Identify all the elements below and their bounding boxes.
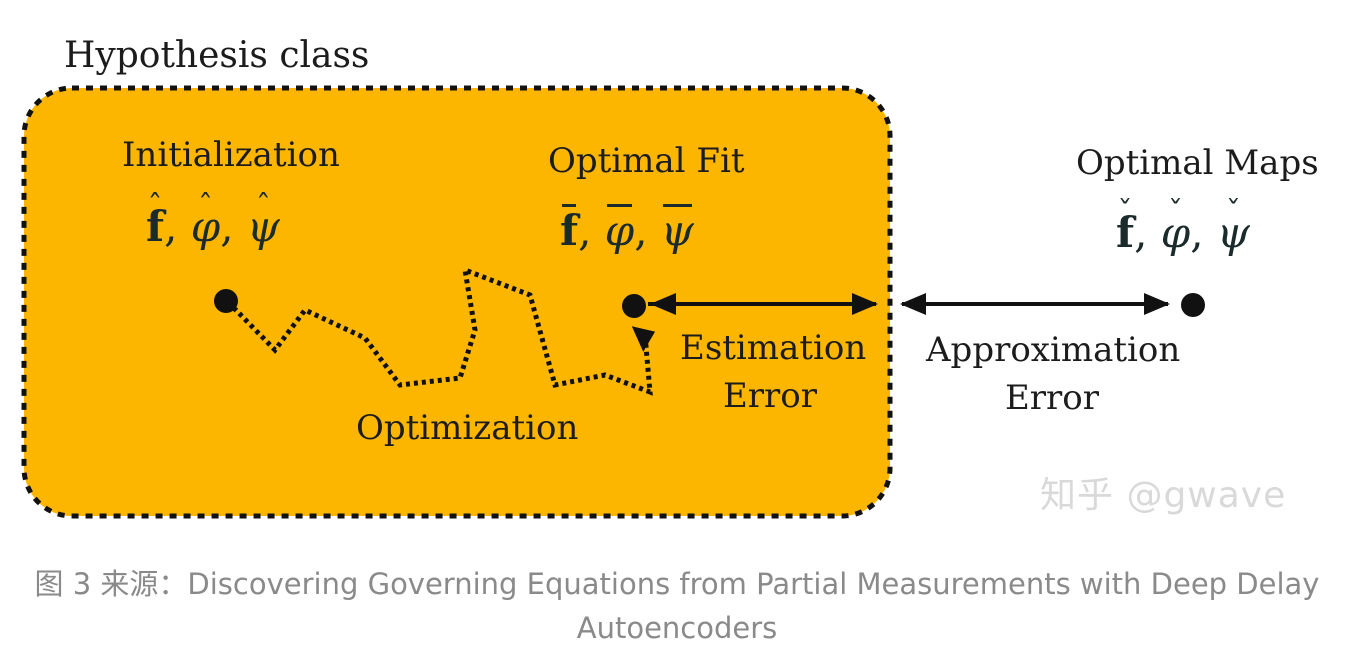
initialization-point bbox=[214, 289, 238, 313]
hypothesis-class-box bbox=[21, 85, 893, 519]
figure-caption-line1: 图 3 来源：Discovering Governing Equations f… bbox=[34, 567, 1320, 601]
approximation-arrowhead-right bbox=[1144, 293, 1170, 315]
optimization-arrowhead bbox=[631, 326, 656, 352]
estimation-arrowhead-left bbox=[650, 293, 676, 315]
optimization-path bbox=[226, 266, 653, 396]
estimation-error-line1: Estimation bbox=[680, 328, 867, 368]
optimization-label: Optimization bbox=[356, 408, 579, 448]
optimal-fit-math: f, φ, ψ bbox=[560, 204, 694, 255]
approximation-error-line2: Error bbox=[1004, 378, 1100, 418]
estimation-error-line2: Error bbox=[722, 376, 818, 416]
optimal-fit-point bbox=[622, 294, 646, 318]
approximation-error-line1: Approximation bbox=[926, 330, 1181, 370]
optimal-maps-label: Optimal Maps bbox=[1076, 143, 1319, 183]
hypothesis-class-label: Hypothesis class bbox=[64, 35, 370, 76]
approximation-arrowhead-left bbox=[900, 293, 926, 315]
optimal-maps-point bbox=[1181, 293, 1205, 317]
figure-caption-line2: Autoencoders bbox=[576, 611, 778, 645]
estimation-arrowhead-right bbox=[852, 293, 878, 315]
optimal-fit-label: Optimal Fit bbox=[548, 141, 745, 181]
initialization-label: Initialization bbox=[122, 135, 340, 175]
watermark: 知乎 @gwave bbox=[1040, 475, 1287, 516]
